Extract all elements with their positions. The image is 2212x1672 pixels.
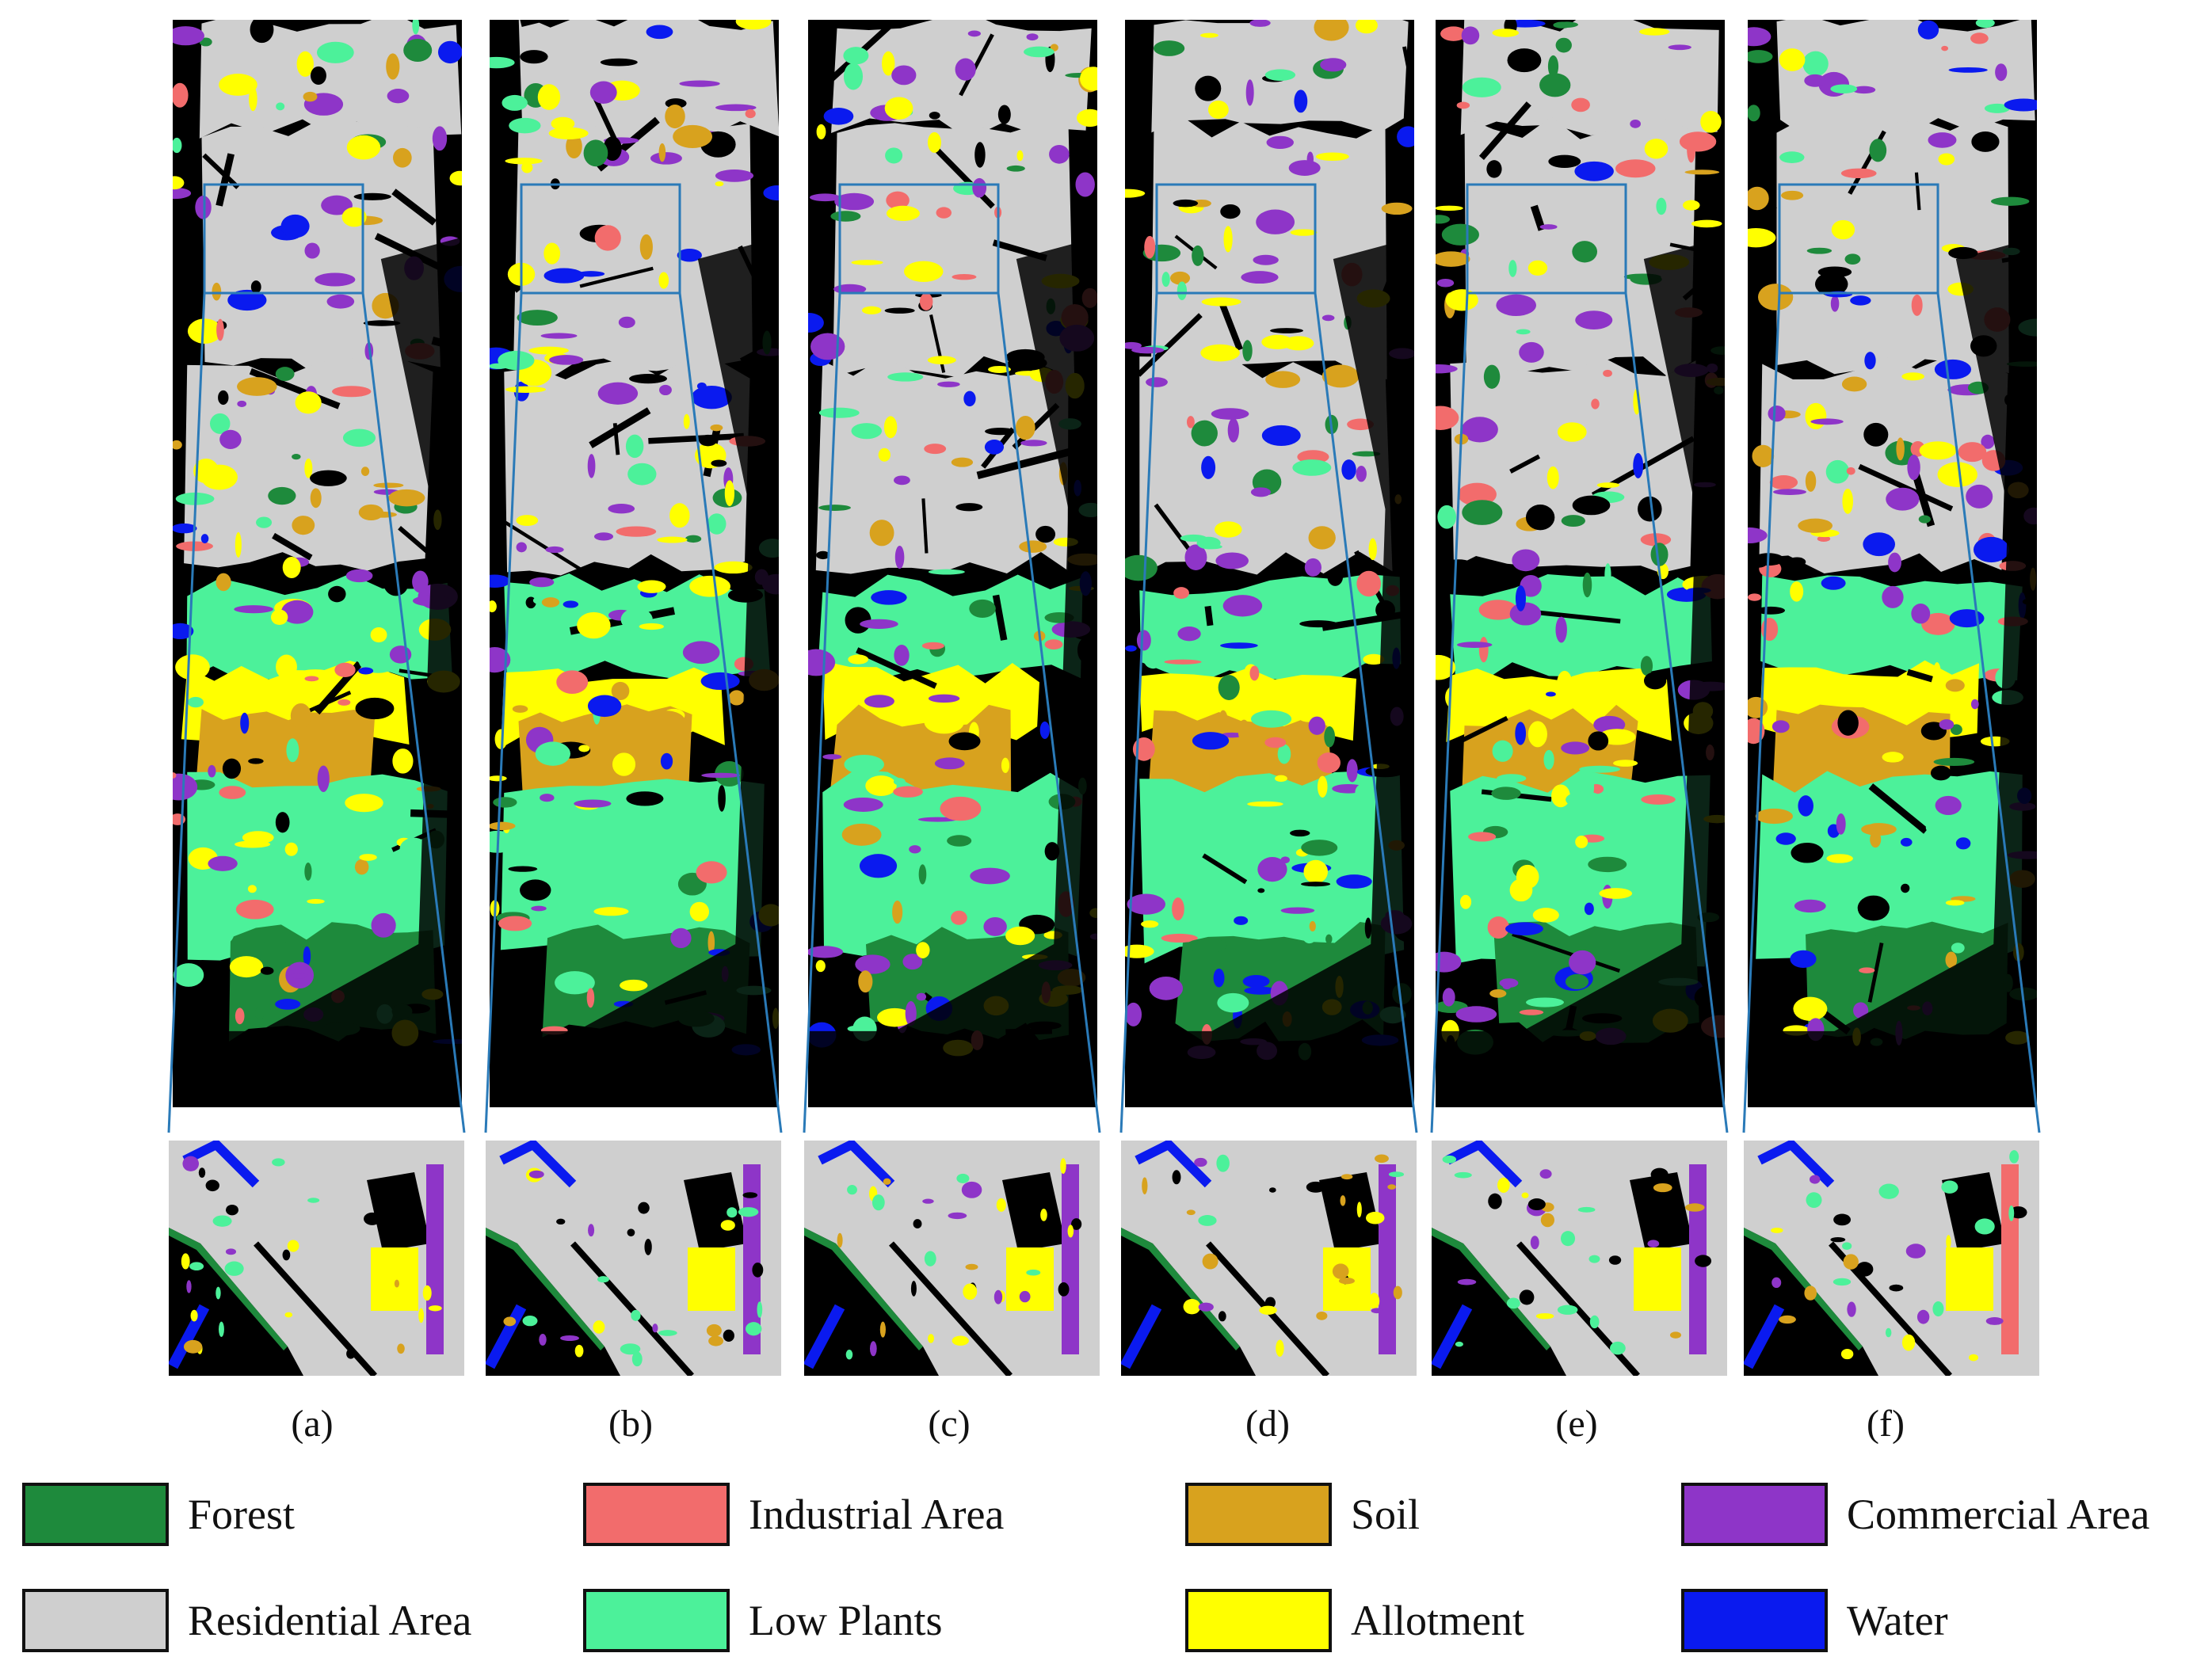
legend-water: Water <box>1681 1589 1948 1652</box>
legend-label-water: Water <box>1847 1597 1948 1644</box>
zoom-region-box <box>203 183 364 295</box>
zoom-panel-c <box>804 1141 1100 1376</box>
legend-swatch-forest <box>22 1483 169 1546</box>
legend-commercial: Commercial Area <box>1681 1483 2149 1546</box>
classification-map-a <box>167 20 466 1133</box>
zoom-region-box <box>1466 183 1627 295</box>
legend-forest: Forest <box>22 1483 295 1546</box>
classification-map-d <box>1119 20 1418 1133</box>
zoom-region-box <box>1155 183 1317 295</box>
zoom-panel-f <box>1744 1141 2039 1376</box>
panel-label-f: (f) <box>1867 1403 1905 1445</box>
classification-map-f <box>1742 20 2041 1133</box>
legend-label-allotment: Allotment <box>1351 1597 1524 1644</box>
legend-swatch-water <box>1681 1589 1828 1652</box>
legend-swatch-soil <box>1185 1483 1332 1546</box>
legend-swatch-commercial <box>1681 1483 1828 1546</box>
legend-allotment: Allotment <box>1185 1589 1524 1652</box>
legend-label-lowplants: Low Plants <box>749 1597 943 1644</box>
zoom-region-box <box>520 183 681 295</box>
panel-label-c: (c) <box>928 1403 971 1445</box>
zoom-panel-e <box>1432 1141 1727 1376</box>
zoom-panel-b <box>486 1141 781 1376</box>
legend-soil: Soil <box>1185 1483 1420 1546</box>
panel-label-e: (e) <box>1555 1403 1598 1445</box>
zoom-panel-a <box>169 1141 464 1376</box>
zoom-panel-d <box>1121 1141 1417 1376</box>
legend-label-commercial: Commercial Area <box>1847 1491 2150 1538</box>
classification-map-b <box>484 20 783 1133</box>
legend-label-residential: Residential Area <box>188 1597 472 1644</box>
legend-label-industrial: Industrial Area <box>749 1491 1005 1538</box>
classification-map-c <box>803 20 1101 1133</box>
legend-lowplants: Low Plants <box>583 1589 943 1652</box>
classification-map-e <box>1430 20 1729 1133</box>
legend-swatch-allotment <box>1185 1589 1332 1652</box>
zoom-region-box <box>838 183 1000 295</box>
panel-label-a: (a) <box>291 1403 334 1445</box>
panel-label-d: (d) <box>1245 1403 1290 1445</box>
legend-residential: Residential Area <box>22 1589 471 1652</box>
legend-swatch-lowplants <box>583 1589 730 1652</box>
legend-label-soil: Soil <box>1351 1491 1421 1538</box>
legend-label-forest: Forest <box>188 1491 295 1538</box>
classification-maps <box>167 20 2041 1376</box>
panel-label-b: (b) <box>608 1403 653 1445</box>
legend-industrial: Industrial Area <box>583 1483 1004 1546</box>
legend-swatch-industrial <box>583 1483 730 1546</box>
zoom-region-box <box>1778 183 1939 295</box>
legend-swatch-residential <box>22 1589 169 1652</box>
